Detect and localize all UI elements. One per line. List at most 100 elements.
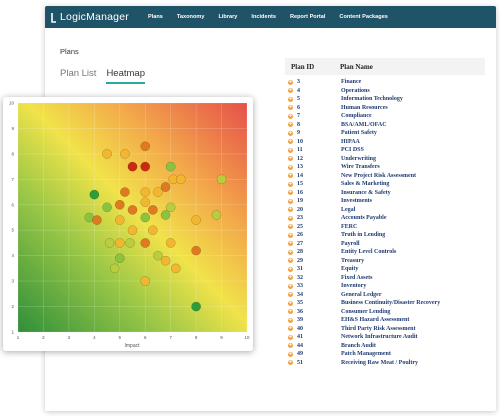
plan-name-link[interactable]: Network Infrastructure Audit (341, 334, 418, 341)
expand-plus-icon[interactable]: + (288, 206, 293, 213)
expand-plus-icon[interactable]: + (288, 163, 293, 170)
plan-name-link[interactable]: Underwriting (341, 155, 376, 162)
risk-point[interactable] (170, 263, 181, 274)
table-row[interactable]: +4 Operations (285, 87, 485, 96)
table-row[interactable]: +16 Insurance & Safety (285, 189, 485, 198)
nav-taxonomy[interactable]: Taxonomy (176, 14, 205, 20)
plan-name-link[interactable]: Treasury (341, 257, 365, 264)
expand-plus-icon[interactable]: + (288, 359, 293, 366)
nav-report-portal[interactable]: Report Portal (289, 14, 326, 20)
plan-name-link[interactable]: Third Party Risk Assessment (341, 325, 416, 332)
table-row[interactable]: +15 Sales & Marketing (285, 180, 485, 189)
tab-heatmap[interactable]: Heatmap (106, 68, 145, 84)
risk-point[interactable] (109, 263, 120, 274)
expand-plus-icon[interactable]: + (288, 223, 293, 230)
table-row[interactable]: +40 Third Party Risk Assessment (285, 325, 485, 334)
plan-name-link[interactable]: Legal (341, 206, 356, 213)
plan-name-link[interactable]: General Ledger (341, 291, 382, 298)
table-row[interactable]: +28 Entity Level Controls (285, 248, 485, 257)
risk-point[interactable] (120, 187, 130, 197)
risk-point[interactable] (148, 225, 158, 236)
plan-name-link[interactable]: Investments (341, 198, 372, 205)
breadcrumb[interactable]: Plans (60, 47, 79, 56)
risk-point[interactable] (175, 174, 186, 185)
risk-point[interactable] (165, 161, 176, 172)
plan-name-link[interactable]: Compliance (341, 113, 372, 120)
table-row[interactable]: +11 PCI DSS (285, 146, 485, 155)
expand-plus-icon[interactable]: + (288, 325, 293, 332)
plan-name-link[interactable]: Inventory (341, 283, 367, 290)
table-row[interactable]: +8 BSA/AML/OFAC (285, 121, 485, 130)
expand-plus-icon[interactable]: + (288, 78, 293, 85)
plan-name-link[interactable]: Finance (341, 79, 362, 86)
risk-point[interactable] (165, 202, 176, 213)
table-row[interactable]: +19 Investments (285, 197, 485, 206)
risk-point[interactable] (114, 215, 125, 225)
expand-plus-icon[interactable]: + (288, 333, 293, 340)
table-row[interactable]: +35 Business Continuity/Disaster Recovery (285, 299, 485, 308)
plan-name-link[interactable]: FERC (341, 223, 358, 230)
risk-point[interactable] (153, 187, 163, 197)
nav-content-packages[interactable]: Content Packages (339, 14, 388, 20)
table-row[interactable]: +13 Wire Transfers (285, 163, 485, 172)
risk-point[interactable] (160, 255, 171, 266)
plan-name-link[interactable]: Business Continuity/Disaster Recovery (341, 300, 441, 307)
risk-point[interactable] (120, 149, 130, 159)
plan-name-link[interactable]: Operations (341, 87, 370, 94)
risk-point[interactable] (127, 161, 138, 172)
risk-point[interactable] (216, 174, 227, 185)
risk-point[interactable] (153, 250, 163, 261)
plan-name-link[interactable]: Truth in Lending (341, 232, 386, 239)
plan-name-link[interactable]: EH&S Hazard Assessment (341, 317, 410, 324)
risk-point[interactable] (114, 253, 125, 264)
risk-point[interactable] (127, 205, 138, 215)
risk-point[interactable] (140, 276, 151, 286)
table-row[interactable]: +49 Patch Management (285, 350, 485, 359)
plan-name-link[interactable]: New Project Risk Assessment (341, 172, 417, 179)
plan-name-link[interactable]: Payroll (341, 240, 360, 247)
plan-name-link[interactable]: HIPAA (341, 138, 360, 145)
table-row[interactable]: +10 HIPAA (285, 138, 485, 147)
risk-point[interactable] (89, 189, 100, 200)
plan-name-link[interactable]: BSA/AML/OFAC (341, 121, 387, 128)
expand-plus-icon[interactable]: + (288, 180, 293, 187)
risk-point[interactable] (191, 301, 201, 312)
expand-plus-icon[interactable]: + (288, 248, 293, 255)
risk-point[interactable] (140, 187, 151, 197)
expand-plus-icon[interactable]: + (288, 299, 293, 306)
risk-point[interactable] (104, 238, 115, 248)
plan-name-link[interactable]: Fixed Assets (341, 274, 373, 281)
risk-point[interactable] (160, 210, 171, 220)
expand-plus-icon[interactable]: + (288, 197, 293, 204)
risk-point[interactable] (211, 210, 222, 220)
nav-library[interactable]: Library (218, 14, 238, 20)
risk-point[interactable] (140, 238, 151, 248)
logo[interactable]: LogicManager (51, 11, 129, 23)
risk-point[interactable] (114, 238, 125, 248)
risk-point[interactable] (165, 238, 176, 248)
expand-plus-icon[interactable]: + (288, 342, 293, 349)
expand-plus-icon[interactable]: + (288, 291, 293, 298)
table-row[interactable]: +34 General Ledger (285, 291, 485, 300)
plan-name-link[interactable]: Accounts Payable (341, 215, 387, 222)
table-row[interactable]: +33 Inventory (285, 282, 485, 291)
table-row[interactable]: +9 Patient Safety (285, 129, 485, 138)
table-row[interactable]: +32 Fixed Assets (285, 274, 485, 283)
risk-point[interactable] (140, 141, 151, 152)
risk-point[interactable] (191, 245, 201, 256)
expand-plus-icon[interactable]: + (288, 214, 293, 221)
expand-plus-icon[interactable]: + (288, 112, 293, 119)
plan-name-link[interactable]: Equity (341, 266, 359, 273)
plan-name-link[interactable]: Receiving Raw Meat / Poultry (341, 359, 418, 366)
risk-point[interactable] (102, 202, 112, 213)
table-row[interactable]: +29 Treasury (285, 257, 485, 266)
expand-plus-icon[interactable]: + (288, 308, 293, 315)
plan-name-link[interactable]: Human Resources (341, 104, 388, 111)
plan-name-link[interactable]: Consumer Lending (341, 308, 391, 315)
expand-plus-icon[interactable]: + (288, 274, 293, 281)
risk-point[interactable] (140, 197, 151, 208)
table-row[interactable]: +14 New Project Risk Assessment (285, 172, 485, 181)
nav-incidents[interactable]: Incidents (251, 14, 276, 20)
expand-plus-icon[interactable]: + (288, 265, 293, 272)
expand-plus-icon[interactable]: + (288, 240, 293, 247)
